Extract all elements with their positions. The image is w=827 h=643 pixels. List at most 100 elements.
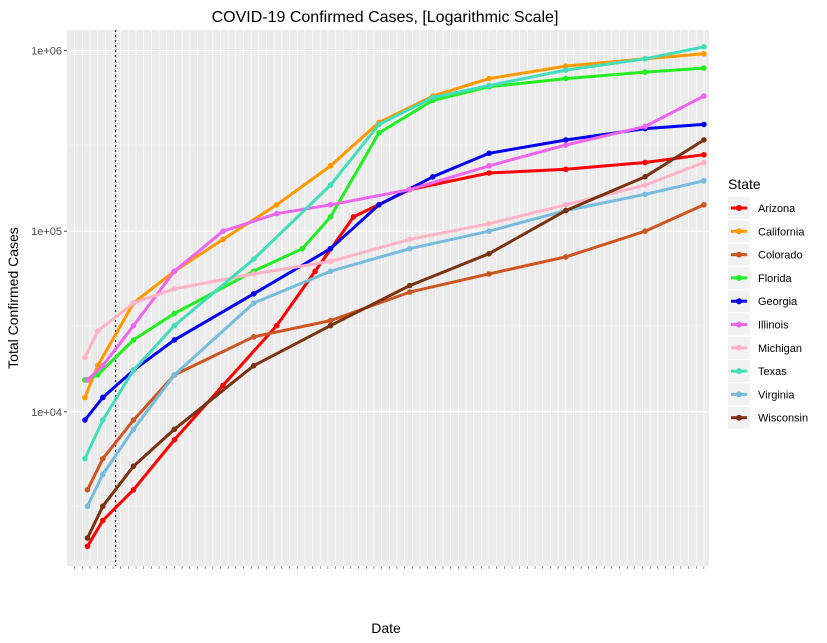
data-point [486, 75, 492, 82]
data-point [701, 121, 707, 128]
y-tick-label: 1e+05 [31, 226, 62, 238]
data-point [273, 210, 280, 217]
data-point [562, 137, 569, 143]
data-point [327, 182, 334, 188]
data-point [273, 201, 280, 208]
legend-key-point [736, 344, 742, 351]
chart-title: COVID-19 Confirmed Cases, [Logarithmic S… [212, 9, 559, 26]
legend-label: Texas [758, 366, 787, 378]
legend-item: Wisconsin [728, 406, 808, 429]
x-axis [74, 566, 705, 569]
data-point [250, 256, 257, 262]
data-point [171, 337, 178, 343]
data-point [642, 159, 648, 166]
data-point [486, 163, 492, 169]
data-point [220, 382, 226, 389]
legend-key-point [736, 251, 742, 258]
data-point [486, 150, 492, 157]
legend-label: Wisconsin [758, 413, 808, 425]
data-point [130, 337, 137, 343]
data-point [82, 417, 88, 423]
data-point [701, 93, 707, 99]
data-point [250, 334, 257, 340]
legend-item: California [728, 220, 805, 243]
data-point [562, 67, 569, 73]
series-florida [82, 65, 707, 383]
data-point [406, 282, 413, 289]
legend-label: California [758, 226, 805, 238]
data-point [82, 455, 88, 462]
data-point [84, 377, 91, 383]
data-point [562, 75, 569, 82]
data-point [171, 268, 178, 275]
legend-key-point [736, 414, 742, 421]
data-point [220, 236, 226, 243]
data-point [327, 163, 334, 169]
legend-item: Michigan [728, 336, 802, 359]
y-tick-label: 1e+04 [31, 407, 62, 419]
legend: State Arizona California Colorado Florida Ge… [728, 176, 808, 429]
data-point [486, 271, 492, 277]
data-point [562, 207, 569, 214]
legend-key-point [736, 274, 742, 281]
data-point [701, 50, 707, 57]
data-point [701, 65, 707, 71]
data-point [376, 130, 382, 136]
data-point [100, 471, 106, 478]
data-point [562, 63, 569, 69]
data-point [130, 322, 137, 329]
data-point [130, 463, 137, 469]
data-point [82, 394, 88, 401]
data-point [130, 300, 137, 306]
legend-item: Florida [728, 266, 793, 289]
data-point [312, 268, 318, 275]
data-point [642, 123, 648, 130]
data-point [100, 503, 106, 510]
series-wisconsin [84, 137, 707, 541]
legend-key-point [736, 368, 742, 375]
legend-item: Texas [728, 360, 787, 383]
legend-title: State [728, 176, 761, 192]
series-texas [82, 43, 707, 462]
data-point [327, 214, 334, 220]
data-point [100, 394, 106, 401]
legend-key-point [736, 205, 742, 211]
data-point [171, 285, 178, 292]
data-point [486, 228, 492, 234]
data-point [562, 142, 569, 148]
data-point [273, 322, 280, 329]
data-point [642, 56, 648, 62]
data-point [701, 178, 707, 184]
data-point [220, 228, 226, 234]
data-point [486, 250, 492, 257]
series-line [83, 45, 706, 461]
data-point [250, 291, 257, 297]
data-point [376, 121, 382, 128]
series-colorado [84, 201, 707, 493]
data-point [486, 170, 492, 176]
data-point [100, 455, 106, 462]
series-layer [82, 43, 707, 550]
data-point [94, 328, 101, 334]
legend-label: Georgia [758, 296, 798, 308]
data-point [701, 137, 707, 143]
legend-label: Illinois [758, 320, 789, 332]
legend-label: Michigan [758, 343, 802, 355]
legend-label: Arizona [758, 203, 796, 215]
data-point [100, 417, 106, 423]
data-point [100, 517, 106, 524]
y-axis-label: Total Confirmed Cases [5, 227, 21, 369]
data-point [701, 159, 707, 166]
data-point [84, 543, 91, 550]
legend-item: Georgia [728, 290, 798, 313]
series-arizona [84, 151, 707, 550]
data-point [701, 201, 707, 208]
data-point [701, 43, 707, 50]
data-point [406, 289, 413, 295]
data-point [429, 174, 436, 180]
legend-label: Colorado [758, 250, 803, 262]
data-point [406, 236, 413, 243]
data-point [327, 258, 334, 265]
legend-item: Illinois [728, 313, 789, 336]
